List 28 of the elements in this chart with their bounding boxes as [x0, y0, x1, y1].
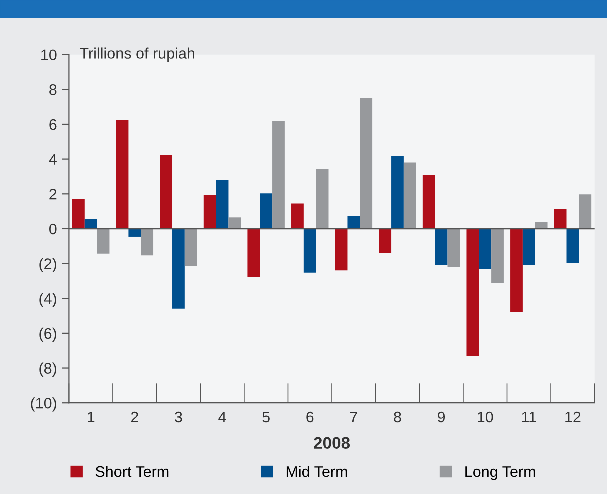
y-tick-label: (6) [40, 328, 56, 342]
y-tick-label: 0 [49, 224, 57, 235]
x-tick-label: 5 [262, 412, 270, 423]
x-tick-label: 10 [478, 412, 494, 423]
legend-label: Long Term [466, 466, 536, 480]
y-axis-title: Trillions of rupiah [80, 48, 194, 62]
x-tick-label: 3 [175, 412, 182, 423]
y-tick-label: (4) [40, 293, 56, 308]
x-tick-label: 2 [131, 412, 138, 423]
x-tick-label: 8 [394, 412, 402, 423]
y-tick-label: 10 [42, 50, 57, 61]
y-tick-label: 4 [49, 154, 57, 165]
y-tick-label: 2 [50, 189, 57, 200]
x-tick-label: 9 [438, 412, 446, 423]
legend-label: Short Term [96, 466, 169, 478]
y-tick-label: 6 [50, 119, 57, 130]
legend-label: Mid Term [286, 466, 348, 478]
x-tick-label: 1 [88, 412, 95, 423]
x-tick-label: 7 [350, 412, 358, 423]
x-axis-title: 2008 [314, 437, 350, 450]
y-tick-label: 8 [50, 84, 57, 96]
y-tick-label: (10) [31, 398, 56, 412]
x-tick-label: 4 [218, 412, 226, 423]
x-tick-label: 11 [522, 412, 536, 423]
y-tick-label: (2) [40, 258, 56, 272]
x-tick-label: 6 [306, 412, 314, 423]
y-tick-label: (8) [40, 362, 56, 377]
x-tick-label: 12 [566, 412, 581, 423]
